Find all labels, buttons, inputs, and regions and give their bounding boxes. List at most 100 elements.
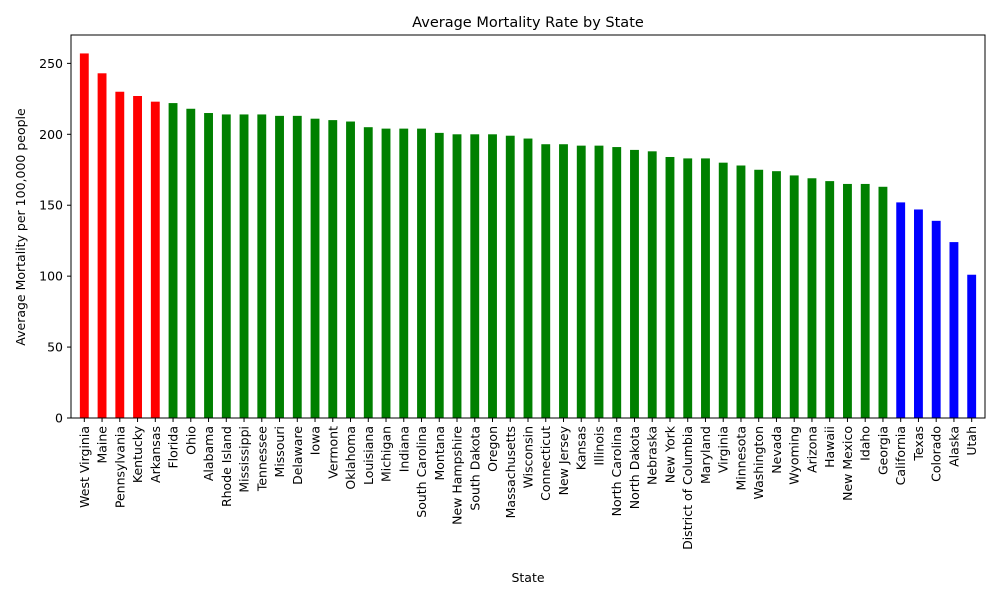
bar (257, 114, 267, 418)
bar (949, 242, 959, 418)
bar (914, 209, 923, 418)
bar (328, 120, 338, 419)
bar (115, 91, 125, 419)
bar (239, 114, 249, 418)
bar (275, 115, 284, 419)
bar (133, 96, 142, 418)
x-tick-label: Utah (964, 426, 979, 456)
x-tick-label: Idaho (858, 426, 873, 461)
bar (772, 171, 781, 418)
bar (860, 183, 870, 418)
x-tick-label: Oregon (485, 426, 500, 472)
x-tick-label: Tennessee (254, 426, 269, 492)
x-tick-label: District of Columbia (680, 426, 695, 550)
y-tick-label: 150 (39, 198, 63, 213)
bar (434, 132, 444, 418)
x-tick-label: New York (662, 425, 677, 483)
x-tick-label: Louisiana (361, 426, 376, 485)
x-tick-label: Arizona (804, 426, 819, 473)
x-tick-label: Maryland (698, 426, 713, 484)
x-tick-label: Minnesota (733, 426, 748, 491)
bar (825, 181, 835, 418)
x-tick-label: Montana (432, 426, 447, 481)
x-tick-label: Nevada (769, 426, 784, 474)
bar (754, 169, 764, 418)
y-tick-label: 100 (39, 269, 63, 284)
y-axis-label: Average Mortality per 100,000 people (13, 108, 28, 346)
bar (381, 128, 391, 418)
x-tick-label: Hawaii (822, 426, 837, 468)
x-tick-label: Connecticut (538, 426, 553, 501)
bar (204, 113, 213, 419)
x-tick-label: Iowa (308, 426, 323, 455)
bar (79, 53, 89, 418)
bar (718, 162, 728, 418)
x-tick-label: Alabama (201, 426, 216, 481)
bar (150, 101, 160, 419)
bar (310, 118, 320, 418)
x-tick-label: Texas (911, 426, 926, 462)
bar (488, 134, 497, 419)
bar (647, 151, 657, 418)
x-tick-label: Georgia (875, 426, 890, 475)
x-axis: West Virginia Maine Pennsylvania Kentucky Ar… (77, 418, 979, 550)
x-tick-label: Florida (166, 426, 181, 469)
y-tick-label: 200 (39, 127, 63, 142)
x-tick-label: Illinois (591, 426, 606, 466)
chart-title: Average Mortality Rate by State (412, 15, 644, 31)
bar (701, 158, 710, 418)
x-tick-label: Wyoming (787, 426, 802, 485)
bar (683, 158, 693, 418)
bar (665, 156, 675, 419)
bar (541, 144, 551, 419)
x-tick-label: Massachusetts (503, 426, 518, 518)
bar (168, 103, 178, 418)
x-tick-label: Michigan (379, 426, 394, 482)
bar (931, 220, 941, 418)
y-tick-label: 50 (47, 340, 63, 355)
x-tick-label: West Virginia (77, 426, 92, 508)
x-tick-label: Rhode Island (219, 426, 234, 507)
bar (843, 183, 852, 418)
bar (523, 138, 533, 419)
x-tick-label: Indiana (396, 426, 411, 472)
bar (630, 149, 639, 418)
x-tick-label: South Carolina (414, 426, 429, 518)
bar (452, 134, 462, 419)
bar (363, 127, 373, 418)
x-tick-label: New Jersey (556, 425, 571, 495)
x-tick-label: South Dakota (467, 426, 482, 511)
x-tick-label: Arkansas (148, 426, 163, 483)
x-tick-label: New Hampshire (450, 426, 465, 525)
y-tick-label: 250 (39, 56, 63, 71)
plot-frame (70, 34, 986, 419)
x-tick-label: Colorado (929, 426, 944, 482)
x-tick-label: Kentucky (130, 425, 145, 483)
x-tick-label: Pennsylvania (112, 426, 127, 508)
bar (789, 175, 799, 418)
bar (417, 128, 426, 418)
bar (594, 145, 604, 418)
x-tick-label: Maine (95, 426, 110, 464)
x-tick-label: North Carolina (609, 426, 624, 516)
x-axis-label: State (511, 570, 544, 585)
bar (559, 144, 568, 419)
x-tick-label: Alaska (946, 426, 961, 467)
x-tick-label: California (893, 426, 908, 485)
x-tick-label: Kansas (574, 426, 589, 470)
x-tick-label: Nebraska (645, 426, 660, 485)
bar (186, 108, 196, 418)
bar (967, 274, 977, 418)
bar (807, 178, 817, 418)
bars-group (79, 53, 977, 419)
bar (399, 128, 409, 418)
x-tick-label: Delaware (290, 426, 305, 485)
bar (346, 121, 355, 418)
bar (576, 145, 586, 418)
x-tick-label: Missouri (272, 426, 287, 477)
x-tick-label: North Dakota (627, 426, 642, 509)
x-tick-label: Washington (751, 426, 766, 499)
bar (878, 186, 888, 418)
x-tick-label: Oklahoma (343, 426, 358, 490)
